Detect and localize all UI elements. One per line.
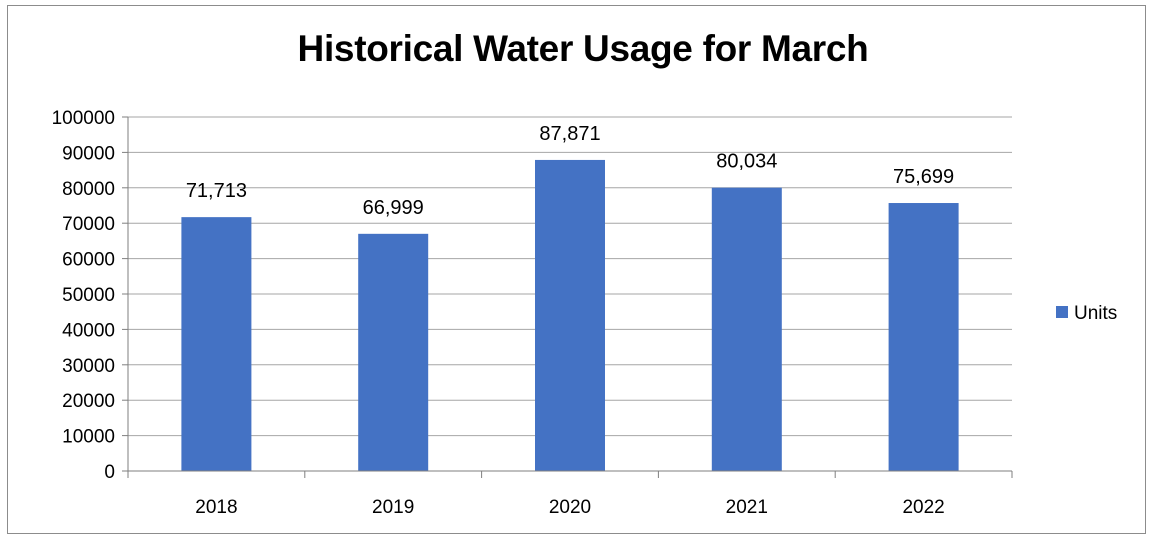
y-tick-label: 60000 [62,250,115,271]
y-tick-label: 50000 [62,285,115,306]
x-tick-label: 2018 [195,497,237,518]
x-tick-label: 2021 [726,497,768,518]
y-tick-label: 90000 [62,143,115,164]
x-tick-label: 2020 [549,497,591,518]
data-label-2019: 66,999 [363,197,424,219]
bar-2019 [358,234,428,471]
y-tick-label: 0 [104,462,115,483]
x-tick-label: 2022 [902,497,944,518]
y-tick-label: 80000 [62,179,115,200]
bar-2022 [889,203,959,471]
y-axis-ticks: 0 10000 20000 30000 40000 50000 60000 70000 8000… [52,108,128,483]
x-tick-label: 2019 [372,497,414,518]
legend-swatch [1056,306,1068,318]
bars [181,160,958,471]
y-tick-label: 70000 [62,214,115,235]
bar-2018 [181,217,251,471]
legend-label: Units [1074,303,1117,324]
y-tick-label: 20000 [62,391,115,412]
legend: Units [1056,303,1117,324]
bar-2021 [712,188,782,471]
y-tick-label: 40000 [62,320,115,341]
data-label-2022: 75,699 [893,166,954,188]
bar-2020 [535,160,605,471]
data-label-2020: 87,871 [539,123,600,145]
y-tick-label: 30000 [62,356,115,377]
y-tick-label: 10000 [62,427,115,448]
data-label-2021: 80,034 [716,151,777,173]
y-tick-label: 100000 [52,108,115,129]
data-label-2018: 71,713 [186,180,247,202]
